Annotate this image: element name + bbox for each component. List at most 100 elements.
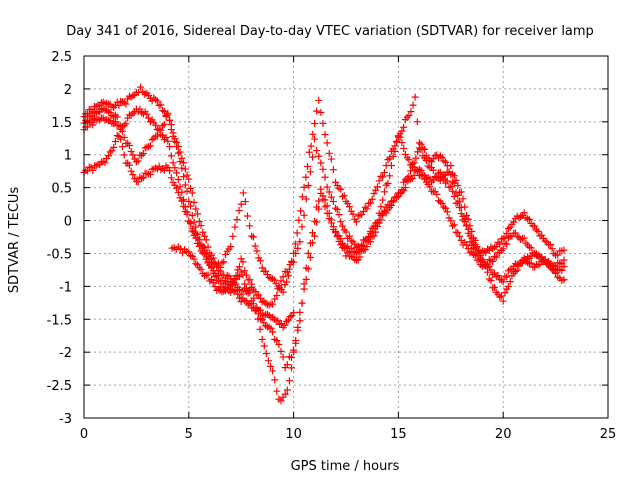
data-point	[176, 245, 184, 253]
data-point	[139, 150, 147, 158]
data-point	[459, 195, 467, 203]
data-point	[255, 291, 263, 299]
data-point	[513, 266, 521, 274]
data-point	[304, 249, 312, 257]
data-point	[288, 364, 296, 372]
data-point	[372, 228, 380, 236]
data-point	[220, 258, 228, 266]
data-point	[194, 210, 202, 218]
data-point	[134, 178, 142, 186]
data-point	[321, 173, 329, 181]
data-point	[136, 105, 144, 113]
data-point	[497, 292, 505, 300]
data-point	[246, 276, 254, 284]
data-point	[558, 266, 566, 274]
data-point	[313, 107, 321, 115]
data-point	[169, 159, 177, 167]
x-tick-label: 0	[80, 427, 88, 442]
data-point	[319, 192, 327, 200]
data-point	[315, 197, 323, 205]
data-point	[241, 280, 249, 288]
data-point	[294, 326, 302, 334]
data-point	[232, 272, 240, 280]
data-point	[269, 367, 277, 375]
data-point	[560, 263, 568, 271]
data-point	[237, 200, 245, 208]
data-point	[315, 152, 323, 160]
data-point	[271, 376, 279, 384]
data-point	[393, 194, 401, 202]
data-point	[173, 169, 181, 177]
data-point	[321, 131, 329, 139]
data-point	[492, 253, 500, 261]
data-point	[216, 263, 224, 271]
data-point	[317, 159, 325, 167]
data-point	[323, 183, 331, 191]
data-point	[520, 209, 528, 217]
data-point	[449, 187, 457, 195]
data-point	[321, 196, 329, 204]
data-point	[89, 166, 97, 174]
data-point	[111, 137, 119, 145]
data-point	[375, 177, 383, 185]
grid-lines	[84, 56, 608, 418]
data-point	[277, 397, 285, 405]
data-point	[560, 246, 568, 254]
chart-title: Day 341 of 2016, Sidereal Day-to-day VTE…	[66, 24, 594, 39]
data-point	[231, 223, 239, 231]
series-track-5	[168, 243, 298, 331]
data-point	[242, 284, 250, 292]
data-point	[180, 202, 188, 210]
data-point	[254, 315, 262, 323]
data-point	[283, 386, 291, 394]
data-point	[139, 174, 147, 182]
data-point	[501, 289, 509, 297]
data-point	[329, 166, 337, 174]
data-point	[293, 229, 301, 237]
data-point	[335, 211, 343, 219]
data-point	[308, 153, 316, 161]
data-point	[327, 193, 335, 201]
data-point	[560, 256, 568, 264]
data-point	[483, 260, 491, 268]
data-point	[552, 269, 560, 277]
data-point	[300, 183, 308, 191]
data-point	[185, 175, 193, 183]
data-point	[325, 149, 333, 157]
data-point	[422, 156, 430, 164]
data-point	[277, 277, 285, 285]
data-point	[250, 294, 258, 302]
data-point	[503, 229, 511, 237]
data-point	[183, 210, 191, 218]
data-point	[504, 283, 512, 291]
data-point	[242, 271, 250, 279]
y-tick-label: -2	[59, 346, 72, 361]
data-point	[461, 217, 469, 225]
x-tick-label: 20	[495, 427, 512, 442]
data-point	[386, 172, 394, 180]
data-point	[554, 251, 562, 259]
data-point	[398, 139, 406, 147]
data-point	[525, 216, 533, 224]
data-point	[115, 102, 123, 110]
data-point	[483, 268, 491, 276]
data-point	[345, 232, 353, 240]
data-point	[277, 347, 285, 355]
data-point	[167, 126, 175, 134]
data-point	[292, 339, 300, 347]
data-point	[311, 135, 319, 143]
data-point	[400, 123, 408, 131]
data-point	[281, 390, 289, 398]
data-point	[366, 229, 374, 237]
data-point	[473, 243, 481, 251]
data-point	[468, 234, 476, 242]
data-point	[496, 240, 504, 248]
data-point	[251, 288, 259, 296]
data-point	[317, 185, 325, 193]
data-point	[208, 264, 216, 272]
series-track-4	[80, 96, 568, 296]
data-point	[285, 265, 293, 273]
data-point	[113, 122, 121, 130]
data-point	[313, 147, 321, 155]
